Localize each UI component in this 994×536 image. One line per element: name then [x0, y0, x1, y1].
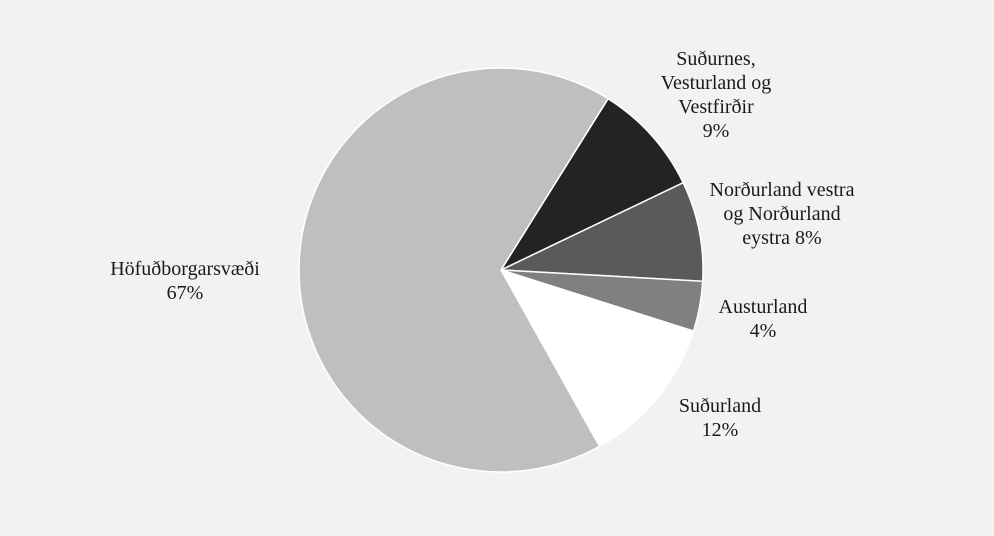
slice-label-line: og Norðurland — [723, 203, 840, 225]
slice-label-line: 67% — [167, 282, 204, 304]
slice-label-5: Höfuðborgarsvæði 67% — [110, 258, 260, 304]
pie-slice-1 — [498, 97, 685, 272]
slice-label-line: Vestfirðir — [678, 96, 754, 118]
slice-label-line: eystra 8% — [742, 227, 821, 249]
slice-label-line: 4% — [750, 320, 777, 342]
pie-slices — [298, 67, 704, 473]
slice-label-2: Norðurland vestra og Norðurland eystra 8% — [710, 179, 855, 249]
slice-label-line: Suðurnes, — [676, 48, 755, 70]
slice-label-line: Vesturland og — [661, 72, 772, 94]
slice-label-line: 9% — [703, 120, 730, 142]
slice-label-4: Suðurland 12% — [679, 395, 761, 441]
slice-label-line: Austurland — [719, 296, 808, 318]
pie-slice-5 — [298, 67, 610, 473]
slice-label-line: Höfuðborgarsvæði — [110, 258, 260, 280]
pie-slice-4 — [499, 268, 695, 448]
slice-label-line: Suðurland — [679, 395, 761, 417]
slice-label-line: 12% — [702, 419, 739, 441]
slice-label-3: Austurland 4% — [719, 296, 808, 342]
pie-labels: Suðurnes, Vesturland og Vestfirðir 9% Norður… — [110, 48, 854, 441]
slice-label-line: Norðurland vestra — [710, 179, 855, 201]
slice-label-1: Suðurnes, Vesturland og Vestfirðir 9% — [661, 48, 772, 142]
pie-slice-2 — [500, 181, 704, 283]
